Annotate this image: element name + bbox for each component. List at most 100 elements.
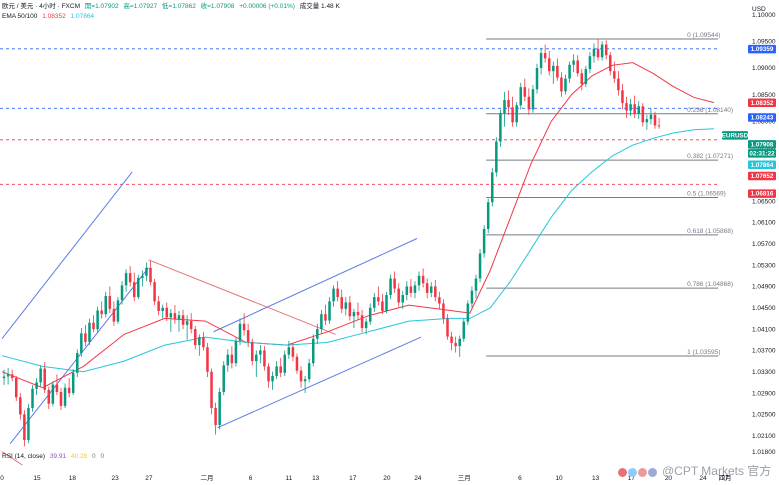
candle[interactable] <box>71 369 75 396</box>
candle[interactable] <box>222 361 225 396</box>
candle[interactable] <box>88 318 91 346</box>
candle[interactable] <box>92 315 95 333</box>
fibonacci-retracement[interactable]: 0 (1.09544) 0.236 (1.08140) 0.382 (1.07271… <box>486 32 733 357</box>
candle[interactable] <box>100 301 103 319</box>
candle[interactable] <box>442 299 445 324</box>
candle[interactable] <box>584 65 588 88</box>
candle[interactable] <box>417 271 421 291</box>
candle[interactable] <box>336 281 339 302</box>
candle[interactable] <box>214 402 217 435</box>
candle[interactable] <box>564 74 567 95</box>
candle[interactable] <box>311 334 315 367</box>
candle[interactable] <box>128 266 132 287</box>
candle[interactable] <box>560 72 563 97</box>
candle[interactable] <box>141 270 144 287</box>
candle[interactable] <box>193 325 197 350</box>
candle[interactable] <box>47 386 51 410</box>
candle[interactable] <box>356 302 360 320</box>
candle[interactable] <box>2 369 6 386</box>
candle[interactable] <box>454 336 457 353</box>
candle[interactable] <box>137 274 140 300</box>
candle[interactable] <box>185 315 189 340</box>
candle[interactable] <box>434 280 437 302</box>
candle[interactable] <box>596 39 600 61</box>
candle[interactable] <box>169 308 173 332</box>
candle[interactable] <box>230 346 234 369</box>
candle[interactable] <box>157 296 160 316</box>
candle[interactable] <box>604 40 608 60</box>
candle[interactable] <box>173 305 177 324</box>
candle[interactable] <box>149 260 152 286</box>
candle[interactable] <box>633 95 636 119</box>
candle[interactable] <box>161 304 164 319</box>
candle[interactable] <box>283 350 287 376</box>
candle[interactable] <box>295 353 299 374</box>
candle[interactable] <box>368 303 372 325</box>
candle[interactable] <box>543 44 547 63</box>
candle[interactable] <box>409 279 413 298</box>
candle[interactable] <box>649 108 653 125</box>
ema-label[interactable]: EMA 50/100 <box>2 13 38 20</box>
candle[interactable] <box>360 309 364 333</box>
candle[interactable] <box>588 51 592 74</box>
candle[interactable] <box>246 323 250 348</box>
candle[interactable] <box>23 410 26 447</box>
candle[interactable] <box>43 362 46 394</box>
candle[interactable] <box>511 96 514 127</box>
candle[interactable] <box>547 50 551 76</box>
candle[interactable] <box>348 296 352 321</box>
candle[interactable] <box>617 71 620 96</box>
candle[interactable] <box>507 90 510 115</box>
candle[interactable] <box>539 47 543 75</box>
candle[interactable] <box>364 318 368 335</box>
candle[interactable] <box>491 168 494 207</box>
candle[interactable] <box>303 375 307 394</box>
candle[interactable] <box>523 78 527 101</box>
candle[interactable] <box>19 393 22 420</box>
candle[interactable] <box>332 285 335 307</box>
candle[interactable] <box>531 85 535 113</box>
candle[interactable] <box>112 301 116 326</box>
candle[interactable] <box>316 323 319 345</box>
candle[interactable] <box>279 357 282 378</box>
trendlines[interactable] <box>1 171 422 466</box>
candle[interactable] <box>495 137 498 177</box>
candle[interactable] <box>592 43 596 63</box>
candle[interactable] <box>462 318 466 342</box>
candle[interactable] <box>458 335 461 357</box>
candle[interactable] <box>397 283 400 307</box>
candle[interactable] <box>206 342 209 378</box>
candle[interactable] <box>189 313 193 334</box>
candle[interactable] <box>535 63 539 94</box>
candle[interactable] <box>466 300 470 325</box>
candle[interactable] <box>124 269 128 292</box>
candle[interactable] <box>145 262 148 282</box>
candle[interactable] <box>328 297 331 324</box>
candle[interactable] <box>385 291 388 314</box>
candles[interactable] <box>2 39 661 447</box>
candle[interactable] <box>576 55 579 77</box>
candle[interactable] <box>556 58 559 81</box>
candle[interactable] <box>76 349 79 378</box>
candle[interactable] <box>568 61 571 83</box>
candle[interactable] <box>55 374 59 396</box>
candle[interactable] <box>625 96 628 119</box>
candle[interactable] <box>572 54 575 73</box>
candle[interactable] <box>255 350 258 378</box>
candle[interactable] <box>226 349 230 372</box>
candle[interactable] <box>340 289 343 314</box>
candle[interactable] <box>482 225 486 258</box>
candle[interactable] <box>600 41 604 61</box>
candle[interactable] <box>653 111 657 129</box>
candle[interactable] <box>39 365 42 387</box>
candle[interactable] <box>263 346 266 371</box>
candle[interactable] <box>641 103 645 127</box>
candle[interactable] <box>450 331 453 351</box>
candle[interactable] <box>429 282 433 298</box>
candle[interactable] <box>6 368 10 385</box>
candle[interactable] <box>613 61 616 83</box>
candle[interactable] <box>478 249 482 283</box>
candle[interactable] <box>438 291 441 309</box>
